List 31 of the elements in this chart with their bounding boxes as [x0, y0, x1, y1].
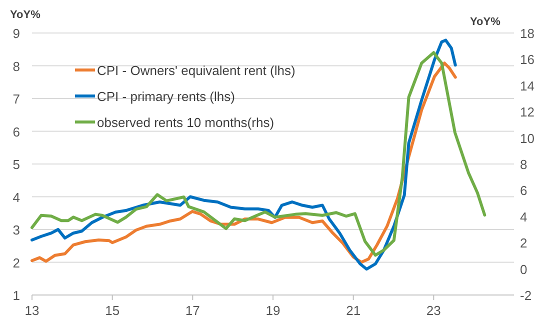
x-tick-label: 17: [185, 303, 200, 318]
y2-tick-label: 14: [520, 78, 534, 94]
y2-tick-label: 10: [520, 130, 534, 146]
x-tick-label: 21: [346, 303, 361, 318]
y-tick-label: 1: [12, 288, 20, 303]
y2-tick-label: 4: [520, 209, 528, 224]
legend-label: CPI - primary rents (lhs): [97, 89, 235, 104]
y-axis-title: YoY%: [10, 9, 41, 21]
y-tick-label: 8: [12, 58, 20, 74]
legend-label: CPI - Owners' equivalent rent (lhs): [97, 63, 296, 78]
x-tick-label: 15: [105, 303, 120, 318]
y2-tick-label: 6: [520, 183, 528, 198]
y2-tick-label: 12: [520, 104, 534, 120]
y-tick-label: 3: [12, 222, 20, 238]
x-tick-label: 23: [426, 303, 441, 318]
y-tick-label: 5: [12, 157, 20, 172]
y-tick-label: 6: [12, 124, 20, 140]
y2-tick-label: 16: [520, 52, 534, 68]
y-tick-label: 9: [12, 26, 20, 41]
y2-tick-label: 2: [520, 236, 528, 251]
y2-axis-title: YoY%: [470, 16, 501, 28]
y2-tick-label: -2: [520, 288, 532, 303]
y-tick-label: 7: [12, 92, 20, 106]
x-tick-label: 13: [24, 303, 40, 318]
legend-label: observed rents 10 months(rhs): [97, 115, 274, 130]
y-tick-label: 2: [12, 255, 20, 270]
y2-tick-label: 18: [520, 26, 534, 41]
y-tick-label: 4: [12, 190, 20, 205]
x-tick-label: 19: [266, 303, 280, 318]
y2-tick-label: 0: [520, 262, 528, 277]
y2-tick-label: 8: [520, 157, 528, 172]
